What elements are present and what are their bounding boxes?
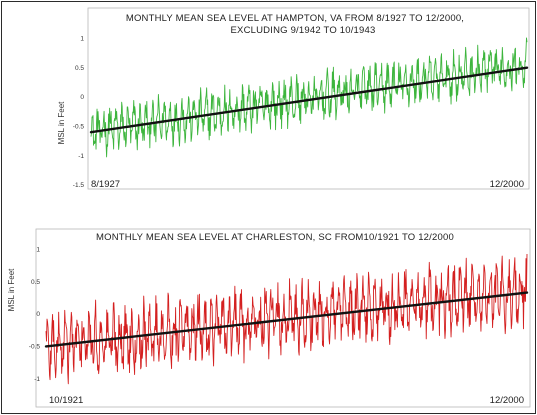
charleston-x-end-label: 12/2000 [490, 395, 524, 406]
y-tick-label: 1 [36, 246, 40, 253]
charleston-y-axis-label: MSL in Feet [7, 268, 16, 312]
charleston-sea-level-line [45, 253, 528, 385]
y-tick-label: 0 [36, 311, 40, 318]
charleston-trend-line [44, 291, 529, 348]
y-tick-label: -0.5 [29, 344, 41, 351]
y-tick-label: 1 [80, 36, 84, 43]
hampton-x-start-label: 8/1927 [91, 179, 120, 190]
hampton-subtitle: EXCLUDING 9/1942 TO 10/1943 [231, 25, 376, 36]
charleston-title: MONTHLY MEAN SEA LEVEL AT CHARLESTON, SC… [96, 232, 454, 243]
y-tick-label: 0.5 [31, 279, 40, 286]
hampton-plot-area [87, 7, 530, 190]
hampton-y-ticks: 1 0.5 0 -0.5 -1 -1.5 [73, 36, 85, 190]
hampton-trend-line [89, 66, 529, 134]
hampton-title: MONTHLY MEAN SEA LEVEL AT HAMPTON, VA FR… [126, 13, 464, 24]
charleston-x-start-label: 10/1921 [49, 395, 83, 406]
charleston-plot-area [35, 228, 531, 408]
charleston-y-ticks: 1 0.5 0 -0.5 -1 [29, 246, 41, 383]
y-tick-label: 0.5 [75, 65, 84, 72]
y-tick-label: -0.5 [73, 124, 85, 131]
hampton-x-end-label: 12/2000 [490, 179, 524, 190]
hampton-chart: MONTHLY MEAN SEA LEVEL AT HAMPTON, VA FR… [57, 7, 530, 190]
hampton-y-axis-label: MSL in Feet [57, 101, 66, 145]
hampton-sea-level-line [90, 37, 528, 158]
y-tick-label: 0 [80, 94, 84, 101]
y-tick-label: -1 [34, 376, 40, 383]
y-tick-label: -1 [78, 153, 84, 160]
y-tick-label: -1.5 [73, 182, 85, 189]
charleston-chart: MONTHLY MEAN SEA LEVEL AT CHARLESTON, SC… [7, 228, 531, 408]
